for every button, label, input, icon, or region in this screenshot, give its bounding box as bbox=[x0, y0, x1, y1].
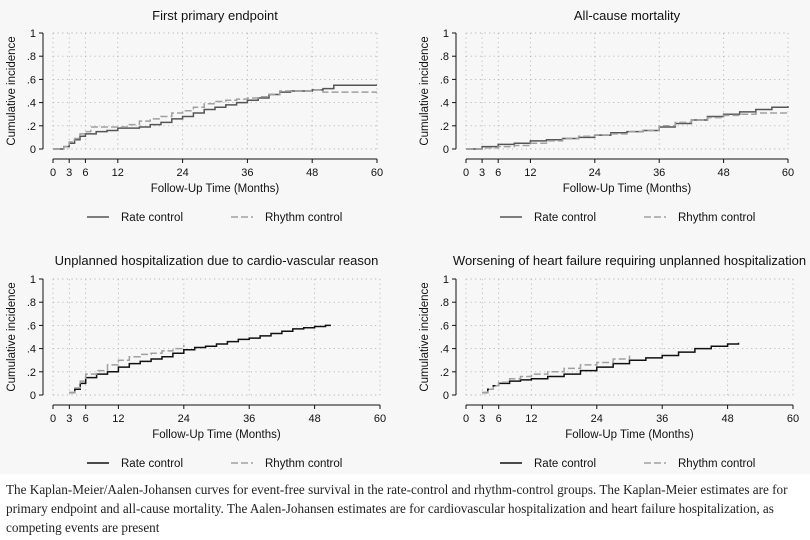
y-tick-label: .6 bbox=[27, 320, 36, 332]
x-tick-label: 36 bbox=[653, 167, 665, 179]
x-tick-label: 60 bbox=[371, 167, 383, 179]
chart-title: All-cause mortality bbox=[574, 8, 681, 23]
figure-panel: 0.2.4.6.8 1 0 3 6 12 24 36 48 60 First primary end… bbox=[6, 8, 807, 470]
y-tick-label: .8 bbox=[27, 297, 36, 309]
series-line-rhythm-control bbox=[69, 345, 185, 394]
legend-label: Rhythm control bbox=[265, 458, 342, 470]
y-axis-label: Cumulative incidence bbox=[419, 282, 431, 391]
x-axis-label: Follow-Up Time (Months) bbox=[565, 429, 694, 441]
y-tick-label: 0 bbox=[443, 144, 449, 156]
x-axis-label: Follow-Up Time (Months) bbox=[563, 183, 692, 195]
x-tick-label: 48 bbox=[717, 167, 729, 179]
x-tick-label: 12 bbox=[525, 413, 537, 425]
legend-label: Rhythm control bbox=[678, 212, 755, 224]
legend-label: Rate control bbox=[121, 458, 183, 470]
x-tick-label: 6 bbox=[495, 167, 501, 179]
x-tick-label: 12 bbox=[524, 167, 536, 179]
y-tick-label: .4 bbox=[27, 98, 36, 110]
y-tick-label: .6 bbox=[27, 74, 36, 86]
x-tick-label: 24 bbox=[591, 413, 603, 425]
y-tick-label: .6 bbox=[440, 320, 449, 332]
x-tick-label: 36 bbox=[656, 413, 668, 425]
y-tick-label: .4 bbox=[440, 98, 449, 110]
x-tick-label: 0 bbox=[50, 413, 56, 425]
y-tick-label: .8 bbox=[440, 297, 449, 309]
x-tick-label: 36 bbox=[241, 167, 253, 179]
y-tick-label: 1 bbox=[443, 274, 449, 286]
series-line-rhythm-control bbox=[53, 89, 377, 150]
series-line-rate-control bbox=[482, 342, 740, 394]
y-tick-label: 1 bbox=[30, 28, 36, 40]
y-tick-label: .2 bbox=[440, 121, 449, 133]
y-tick-label: 1 bbox=[443, 28, 449, 40]
figure-caption: The Kaplan-Meier/Aalen-Johansen curves f… bbox=[6, 482, 788, 535]
legend-label: Rate control bbox=[534, 212, 596, 224]
series-line-rate-control bbox=[466, 106, 789, 150]
y-tick-label: 1 bbox=[30, 274, 36, 286]
x-tick-label: 3 bbox=[479, 167, 485, 179]
x-tick-label: 6 bbox=[82, 167, 88, 179]
series-line-rhythm-control bbox=[466, 112, 788, 150]
y-tick-label: .4 bbox=[27, 344, 36, 356]
x-tick-label: 3 bbox=[66, 413, 72, 425]
x-tick-label: 0 bbox=[463, 167, 469, 179]
legend-label: Rate control bbox=[121, 212, 183, 224]
y-tick-label: .4 bbox=[440, 344, 449, 356]
legend-label: Rhythm control bbox=[265, 212, 342, 224]
x-tick-label: 60 bbox=[787, 413, 799, 425]
y-axis-label: Cumulative incidence bbox=[419, 36, 431, 145]
x-tick-label: 6 bbox=[496, 413, 502, 425]
y-tick-label: 0 bbox=[443, 390, 449, 402]
x-tick-label: 48 bbox=[308, 413, 320, 425]
x-tick-label: 3 bbox=[479, 413, 485, 425]
x-tick-label: 60 bbox=[782, 167, 794, 179]
x-tick-label: 6 bbox=[83, 413, 89, 425]
y-tick-label: .6 bbox=[440, 74, 449, 86]
x-tick-label: 60 bbox=[374, 413, 386, 425]
x-tick-label: 12 bbox=[112, 413, 124, 425]
x-tick-label: 0 bbox=[50, 167, 56, 179]
x-tick-label: 3 bbox=[66, 167, 72, 179]
y-tick-label: .2 bbox=[440, 367, 449, 379]
x-tick-label: 24 bbox=[176, 167, 188, 179]
series-line-rhythm-control bbox=[482, 355, 631, 394]
series-line-rate-control bbox=[53, 84, 377, 150]
x-axis-label: Follow-Up Time (Months) bbox=[151, 183, 280, 195]
chart-title: Unplanned hospitalization due to cardio-… bbox=[55, 253, 379, 268]
y-tick-label: 0 bbox=[30, 390, 36, 402]
series-line-rate-control bbox=[69, 324, 331, 394]
y-axis-label: Cumulative incidence bbox=[6, 36, 18, 145]
x-tick-label: 12 bbox=[112, 167, 124, 179]
y-tick-label: .2 bbox=[27, 367, 36, 379]
y-tick-label: .8 bbox=[27, 51, 36, 63]
x-tick-label: 48 bbox=[306, 167, 318, 179]
x-axis-label: Follow-Up Time (Months) bbox=[152, 429, 281, 441]
y-axis-label: Cumulative incidence bbox=[6, 282, 18, 391]
chart-title: First primary endpoint bbox=[152, 8, 278, 23]
y-tick-label: .8 bbox=[440, 51, 449, 63]
x-tick-label: 0 bbox=[463, 413, 469, 425]
legend-label: Rhythm control bbox=[678, 458, 755, 470]
x-tick-label: 36 bbox=[243, 413, 255, 425]
x-tick-label: 24 bbox=[589, 167, 601, 179]
y-tick-label: .2 bbox=[27, 121, 36, 133]
x-tick-label: 24 bbox=[178, 413, 190, 425]
y-tick-label: 0 bbox=[30, 144, 36, 156]
x-tick-label: 48 bbox=[721, 413, 733, 425]
chart-title: Worsening of heart failure requiring unp… bbox=[453, 253, 806, 268]
legend-label: Rate control bbox=[534, 458, 596, 470]
